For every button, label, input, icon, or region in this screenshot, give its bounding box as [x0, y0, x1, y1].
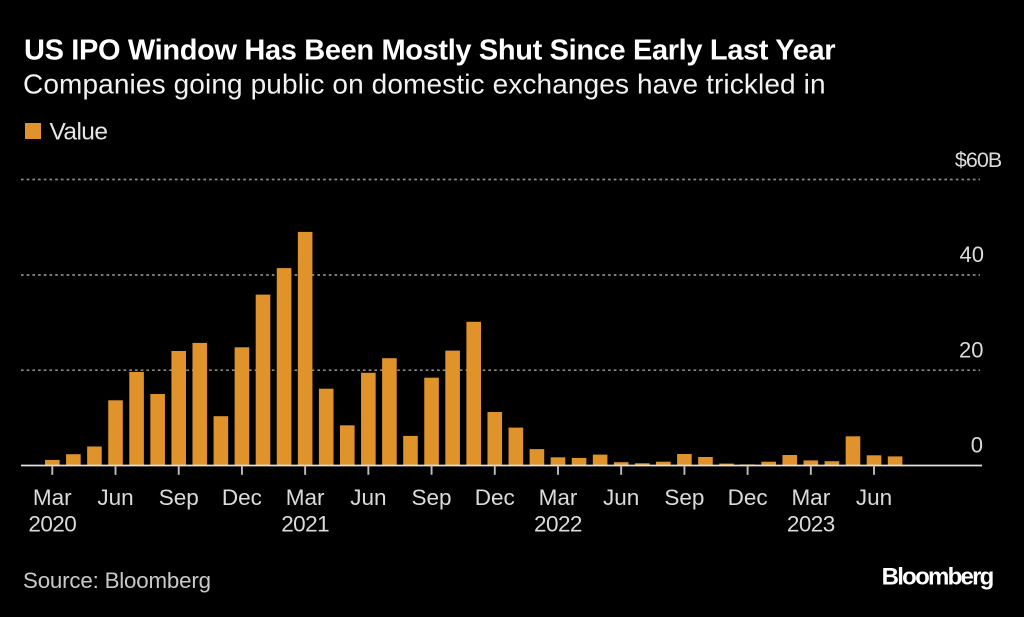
- svg-text:Jun: Jun: [603, 485, 639, 510]
- svg-text:Dec: Dec: [222, 485, 262, 510]
- svg-text:$60B: $60B: [955, 148, 1002, 172]
- svg-text:Jun: Jun: [856, 485, 892, 510]
- svg-text:Companies going public on dome: Companies going public on domestic excha…: [23, 68, 826, 99]
- svg-text:Jun: Jun: [350, 485, 386, 510]
- svg-text:Value: Value: [50, 119, 108, 146]
- svg-text:40: 40: [960, 242, 984, 267]
- svg-text:Dec: Dec: [728, 485, 768, 510]
- svg-text:Dec: Dec: [475, 485, 515, 510]
- svg-text:Mar: Mar: [791, 485, 830, 510]
- svg-text:20: 20: [959, 338, 983, 363]
- svg-text:Sep: Sep: [412, 485, 452, 510]
- svg-text:2020: 2020: [28, 512, 76, 537]
- svg-text:Mar: Mar: [33, 485, 72, 510]
- svg-text:Mar: Mar: [539, 485, 578, 510]
- svg-text:Sep: Sep: [159, 485, 199, 510]
- svg-text:Bloomberg: Bloomberg: [882, 564, 994, 591]
- svg-text:2022: 2022: [534, 512, 582, 537]
- svg-text:Mar: Mar: [286, 485, 325, 510]
- svg-text:0: 0: [971, 432, 983, 457]
- svg-text:US IPO Window Has Been Mostly: US IPO Window Has Been Mostly Shut Since…: [24, 35, 835, 67]
- svg-text:Source: Bloomberg: Source: Bloomberg: [23, 568, 211, 593]
- svg-text:2021: 2021: [281, 512, 329, 537]
- svg-text:Jun: Jun: [97, 485, 133, 510]
- svg-text:2023: 2023: [787, 512, 835, 537]
- svg-text:Sep: Sep: [664, 485, 704, 510]
